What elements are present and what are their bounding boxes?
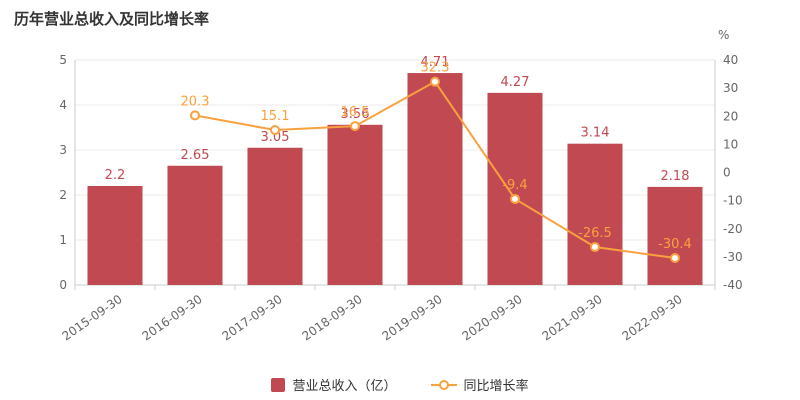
y-axis-left-tick-label: 5	[59, 53, 67, 67]
x-axis-category-label: 2016-09-30	[140, 292, 205, 343]
growth-point[interactable]	[670, 253, 680, 263]
x-axis-category-label: 2021-09-30	[540, 292, 605, 343]
y-axis-right-tick-label: 0	[723, 166, 731, 180]
line-value-label: 15.1	[261, 109, 290, 124]
y-axis-left-tick-label: 0	[59, 278, 67, 292]
revenue-bar[interactable]	[487, 92, 543, 285]
y-axis-left-tick-label: 1	[59, 233, 67, 247]
revenue-bar[interactable]	[247, 147, 303, 285]
line-value-label: 20.3	[181, 94, 210, 109]
y-axis-left-tick-label: 3	[59, 143, 67, 157]
line-value-label: -30.4	[658, 237, 692, 252]
growth-point[interactable]	[510, 193, 520, 204]
right-axis-unit-label: %	[718, 28, 730, 42]
chart-title: 历年营业总收入及同比增长率	[14, 10, 210, 28]
y-axis-right-tick-label: -30	[723, 250, 743, 264]
growth-point[interactable]	[590, 242, 600, 253]
revenue-bar[interactable]	[647, 186, 703, 285]
revenue-bar[interactable]	[327, 124, 383, 285]
legend-item-growth[interactable]: 同比增长率	[430, 375, 529, 394]
bar-value-label: 3.56	[341, 107, 370, 122]
bar-value-label: 2.65	[181, 148, 210, 163]
x-axis-category-label: 2020-09-30	[460, 292, 525, 343]
line-legend-swatch-icon	[430, 379, 457, 390]
bar-legend-swatch-icon	[271, 377, 286, 392]
x-axis-category-label: 2022-09-30	[620, 292, 685, 343]
y-axis-right-tick-label: -10	[723, 194, 743, 208]
x-axis-category-label: 2019-09-30	[380, 292, 445, 343]
growth-point[interactable]	[350, 121, 360, 132]
y-axis-right-tick-label: 30	[723, 81, 738, 95]
revenue-bar[interactable]	[167, 165, 223, 285]
bar-value-label: 4.27	[501, 75, 530, 90]
x-axis-category-label: 2018-09-30	[300, 292, 365, 343]
revenue-bar[interactable]	[567, 143, 623, 285]
y-axis-right-tick-label: -20	[723, 222, 743, 236]
y-axis-left-tick-label: 4	[59, 98, 67, 112]
legend-label-revenue: 营业总收入（亿）	[292, 379, 397, 394]
y-axis-left-tick-label: 2	[59, 188, 67, 202]
y-axis-right-tick-label: 10	[723, 137, 738, 151]
bar-value-label: 2.2	[105, 168, 126, 183]
legend-label-growth: 同比增长率	[463, 379, 529, 394]
revenue-bar[interactable]	[407, 73, 463, 285]
legend: 营业总收入（亿） 同比增长率	[0, 375, 800, 394]
line-value-label: 32.3	[421, 61, 450, 76]
growth-point[interactable]	[430, 76, 440, 87]
growth-point[interactable]	[270, 125, 280, 136]
y-axis-right-tick-label: -40	[723, 278, 743, 292]
y-axis-right-tick-label: 20	[723, 109, 738, 123]
line-value-label: 16.5	[341, 105, 370, 120]
line-value-label: -9.4	[502, 178, 527, 193]
revenue-bar[interactable]	[87, 186, 143, 285]
x-axis-category-label: 2015-09-30	[60, 292, 125, 343]
bar-value-label: 2.18	[661, 169, 690, 184]
line-legend-circle-icon	[438, 379, 449, 390]
bar-value-label: 3.14	[581, 126, 610, 141]
bar-value-label: 4.71	[421, 55, 450, 70]
bar-value-label: 3.05	[261, 130, 290, 145]
legend-item-revenue[interactable]: 营业总收入（亿）	[271, 375, 397, 394]
x-axis-category-label: 2017-09-30	[220, 292, 285, 343]
line-value-label: -26.5	[578, 226, 612, 241]
growth-point[interactable]	[190, 110, 200, 121]
y-axis-right-tick-label: 40	[723, 53, 738, 67]
